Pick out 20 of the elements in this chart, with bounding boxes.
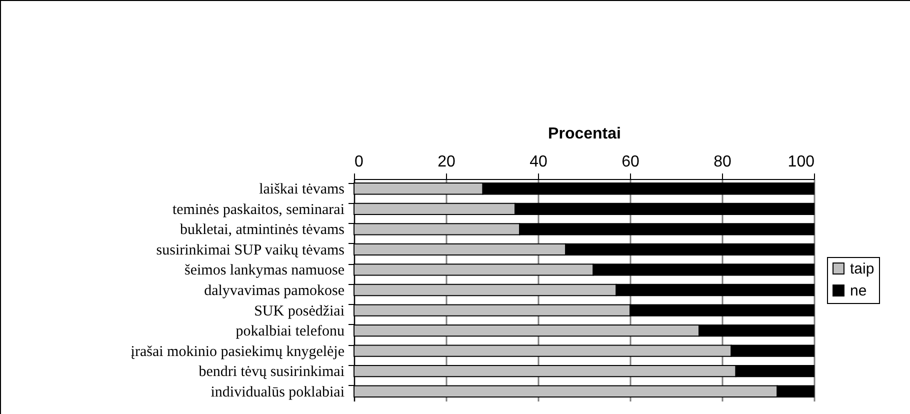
y-tick-label: susirinkimai SUP vaikų tėvams	[156, 242, 345, 258]
x-tick-label: 0	[354, 154, 364, 170]
x-tick-label: 20	[438, 154, 456, 170]
y-tick-label: SUK posėdžiai	[254, 303, 344, 320]
x-tick-label: 80	[714, 154, 732, 170]
y-tick-label: bukletai, atmintinės tėvams	[180, 222, 345, 238]
y-tick-label: bendri tėvų susirinkimai	[198, 364, 344, 380]
x-tick-label: 60	[622, 154, 640, 170]
y-tick-label: šeimos lankymas namuose	[184, 262, 345, 279]
y-tick-label: dalyvavimas pamokose	[204, 283, 345, 299]
y-tick-label: teminės paskaitos, seminarai	[172, 202, 344, 218]
x-axis-title: Procentai	[548, 126, 621, 142]
x-tick-label: 40	[530, 154, 548, 170]
legend-label: taip	[850, 260, 874, 278]
y-tick-label: individualūs poklabiai	[210, 384, 344, 400]
y-tick-label: pokalbiai telefonu	[236, 324, 345, 340]
y-tick-label: laiškai tėvams	[259, 182, 345, 198]
legend-label: ne	[850, 282, 867, 300]
x-tick-label: 100	[788, 154, 815, 170]
y-tick-label: įrašai mokinio pasiekimų knygelėje	[130, 344, 345, 360]
